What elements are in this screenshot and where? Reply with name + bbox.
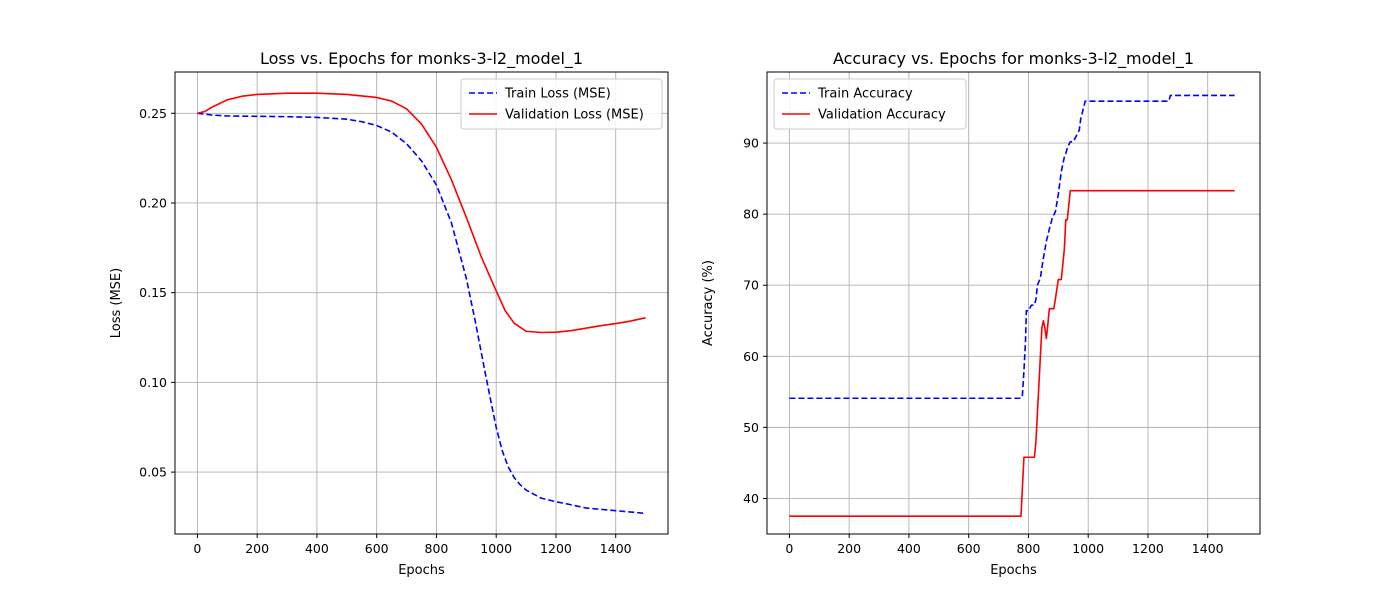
loss-chart-x-tick-label: 800 bbox=[425, 541, 449, 556]
accuracy-chart-y-tick-label: 90 bbox=[743, 136, 759, 151]
accuracy-chart-lines bbox=[789, 94, 1235, 518]
loss-chart-x-tick-label: 0 bbox=[193, 541, 201, 556]
accuracy-chart-y-axis-label: Accuracy (%) bbox=[701, 260, 716, 346]
accuracy-chart-train-line bbox=[789, 94, 1235, 400]
accuracy-chart-y-tick-label: 60 bbox=[743, 349, 759, 364]
accuracy-chart-legend: Train Accuracy Validation Accuracy bbox=[773, 78, 967, 130]
accuracy-chart-legend-validation-label: Validation Accuracy bbox=[818, 108, 946, 123]
accuracy-chart-y-tick-label: 70 bbox=[743, 278, 759, 293]
loss-chart-title: Loss vs. Epochs for monks-3-l2_model_1 bbox=[260, 49, 583, 69]
loss-chart-x-tick-label: 200 bbox=[245, 541, 269, 556]
accuracy-chart-y-tick-label: 40 bbox=[743, 491, 759, 506]
loss-chart-validation-line bbox=[197, 92, 646, 334]
loss-chart-y-axis-label: Loss (MSE) bbox=[109, 268, 124, 338]
loss-chart: 0 200 400 600 800 1000 1200 1400 0.05 0.10 0.15 0.2… bbox=[109, 49, 669, 578]
loss-chart-legend-validation-label: Validation Loss (MSE) bbox=[505, 108, 644, 123]
accuracy-chart-x-tick-label: 400 bbox=[897, 541, 921, 556]
accuracy-chart-ticks: 0 200 400 600 800 1000 1200 1400 40 50 60 70 80 90 bbox=[743, 136, 1224, 556]
loss-chart-x-tick-label: 1000 bbox=[480, 541, 512, 556]
accuracy-chart-x-tick-label: 0 bbox=[785, 541, 793, 556]
loss-chart-y-tick-label: 0.25 bbox=[139, 106, 167, 121]
accuracy-chart-x-tick-label: 1200 bbox=[1132, 541, 1164, 556]
loss-chart-x-tick-label: 400 bbox=[305, 541, 329, 556]
accuracy-chart-axes-frame bbox=[766, 71, 1261, 535]
loss-chart-x-tick-label: 1200 bbox=[540, 541, 572, 556]
loss-chart-y-tick-label: 0.20 bbox=[139, 195, 167, 210]
loss-chart-axes-frame bbox=[174, 71, 669, 535]
accuracy-chart-x-tick-label: 1000 bbox=[1072, 541, 1104, 556]
accuracy-chart-x-tick-label: 1400 bbox=[1192, 541, 1224, 556]
accuracy-chart-x-tick-label: 800 bbox=[1017, 541, 1041, 556]
accuracy-chart-title: Accuracy vs. Epochs for monks-3-l2_model… bbox=[833, 49, 1194, 69]
loss-chart-legend: Train Loss (MSE) Validation Loss (MSE) bbox=[460, 78, 663, 130]
accuracy-chart-legend-box bbox=[773, 78, 967, 130]
loss-chart-legend-box bbox=[460, 78, 663, 130]
loss-chart-y-tick-label: 0.05 bbox=[139, 465, 167, 480]
loss-chart-x-tick-label: 600 bbox=[365, 541, 389, 556]
loss-chart-lines bbox=[197, 92, 646, 515]
loss-chart-y-tick-label: 0.10 bbox=[139, 375, 167, 390]
accuracy-chart-y-tick-label: 80 bbox=[743, 207, 759, 222]
accuracy-chart-y-tick-label: 50 bbox=[743, 420, 759, 435]
loss-chart-legend-train-label: Train Loss (MSE) bbox=[504, 87, 611, 102]
accuracy-chart-x-axis-label: Epochs bbox=[990, 563, 1037, 578]
loss-chart-x-tick-label: 1400 bbox=[600, 541, 632, 556]
loss-chart-x-axis-label: Epochs bbox=[398, 563, 445, 578]
accuracy-chart-x-tick-label: 600 bbox=[957, 541, 981, 556]
loss-chart-ticks: 0 200 400 600 800 1000 1200 1400 0.05 0.10 0.15 0.2… bbox=[139, 106, 632, 556]
accuracy-chart-validation-line bbox=[789, 189, 1235, 518]
loss-chart-train-line bbox=[197, 112, 646, 515]
accuracy-chart-grid bbox=[767, 72, 1260, 534]
accuracy-chart-x-tick-label: 200 bbox=[837, 541, 861, 556]
loss-chart-y-tick-label: 0.15 bbox=[139, 285, 167, 300]
accuracy-chart-legend-train-label: Train Accuracy bbox=[817, 87, 913, 102]
accuracy-chart: 0 200 400 600 800 1000 1200 1400 40 50 60 70 80 90 Ac… bbox=[701, 49, 1261, 578]
